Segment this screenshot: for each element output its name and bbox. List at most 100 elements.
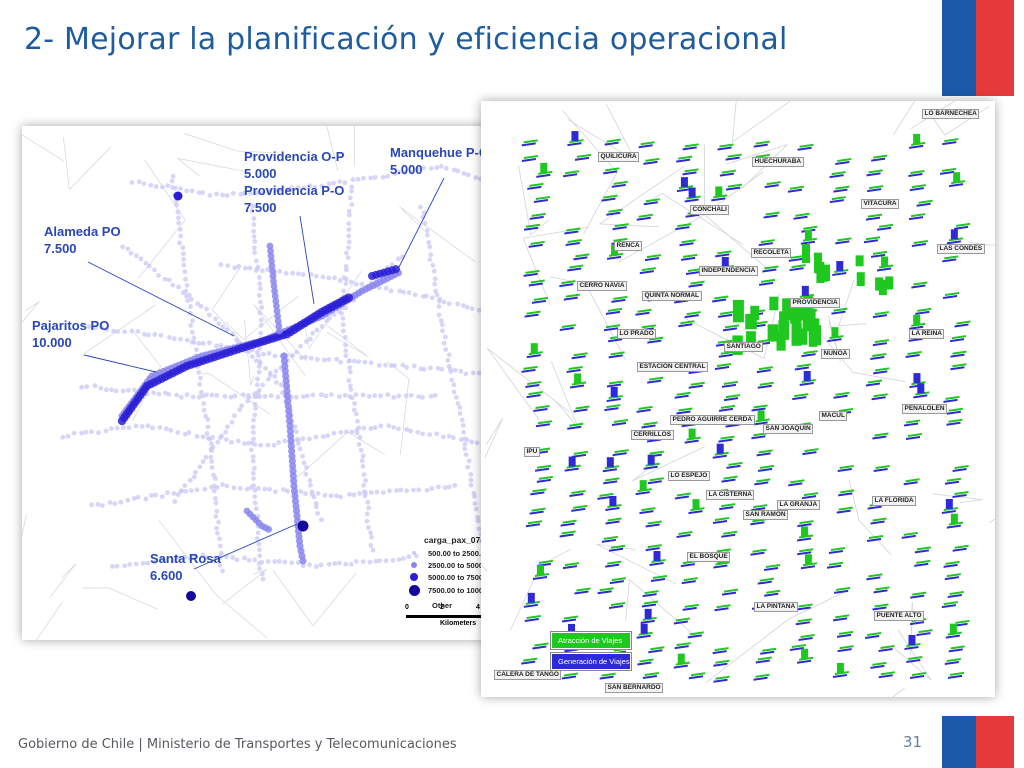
generation-bar — [763, 214, 778, 219]
load-point — [404, 364, 410, 370]
load-point — [225, 424, 230, 430]
annotation-pajaritos-value: 10.000 — [32, 335, 72, 350]
generation-bar — [945, 634, 960, 639]
load-point — [451, 435, 456, 441]
load-point — [158, 332, 164, 338]
providencia-corridor — [282, 293, 354, 339]
generation-bar — [722, 591, 737, 596]
load-point — [424, 232, 430, 238]
attraction-bar — [523, 154, 538, 159]
load-point — [446, 484, 452, 490]
trip-block — [804, 229, 812, 240]
load-point — [319, 517, 324, 523]
annotation-pajaritos: Pajaritos PO 10.000 — [32, 317, 109, 351]
trip-block — [721, 256, 729, 267]
load-point — [432, 281, 438, 287]
load-point — [408, 428, 413, 434]
generation-bar — [718, 407, 733, 412]
load-point — [423, 293, 429, 299]
load-point — [436, 312, 442, 318]
load-point — [353, 281, 359, 287]
load-point — [166, 277, 172, 283]
load-point — [367, 559, 373, 565]
attraction-bar — [649, 336, 664, 341]
load-point — [237, 485, 243, 491]
load-point — [308, 482, 313, 488]
load-point — [299, 557, 307, 565]
district-boundary — [184, 133, 272, 154]
load-point — [360, 392, 366, 398]
load-point — [322, 492, 328, 498]
load-legend-class-3: 5000.00 to 7500.00 — [428, 572, 494, 582]
generation-bar — [642, 593, 657, 598]
load-point — [416, 394, 422, 399]
load-point — [131, 387, 137, 393]
generation-bar — [944, 660, 959, 665]
attraction-bar — [683, 253, 698, 258]
attraction-bar — [523, 657, 538, 662]
load-point — [445, 357, 451, 363]
attraction-bar — [766, 563, 781, 568]
attraction-bar — [526, 614, 541, 619]
attraction-bar — [716, 604, 731, 609]
generation-bar — [681, 580, 696, 585]
generation-bar — [946, 240, 961, 245]
load-point — [298, 343, 303, 349]
generation-bar — [530, 491, 545, 496]
annotation-alameda-label: Alameda PO — [44, 224, 121, 239]
attraction-bar — [799, 534, 814, 539]
load-point — [152, 267, 157, 273]
trip-block — [769, 296, 779, 311]
generation-bar — [872, 435, 887, 440]
load-point — [239, 403, 245, 409]
attraction-bar — [872, 517, 887, 522]
load-point — [473, 506, 479, 512]
generation-bar — [601, 197, 616, 202]
load-point — [373, 558, 379, 564]
district-boundary — [324, 323, 369, 358]
trip-block — [571, 131, 579, 142]
attraction-bar — [652, 575, 667, 580]
load-point — [230, 190, 236, 196]
attraction-bar — [880, 671, 895, 676]
generation-bar — [944, 576, 959, 581]
load-point — [83, 429, 89, 435]
load-point — [258, 330, 264, 336]
load-point — [135, 494, 141, 500]
generation-bar — [642, 675, 657, 680]
generation-bar — [713, 662, 728, 667]
load-point — [234, 557, 240, 563]
attraction-bar — [689, 631, 704, 636]
load-point — [334, 493, 339, 499]
load-point — [396, 393, 402, 399]
generation-bar — [725, 186, 740, 191]
load-point — [337, 179, 343, 184]
load-point — [162, 276, 168, 282]
leader-santa-rosa — [193, 523, 298, 570]
generation-bar — [910, 675, 925, 680]
attraction-bar — [613, 295, 628, 300]
load-point — [207, 436, 213, 442]
generation-bar — [903, 481, 918, 486]
load-point — [383, 558, 389, 564]
load-point — [231, 413, 237, 419]
load-point — [188, 488, 194, 493]
generation-bar — [797, 659, 812, 664]
load-point — [176, 220, 181, 226]
attraction-bar — [837, 237, 852, 242]
load-point — [213, 316, 219, 322]
annotation-providencia-value2: 7.500 — [244, 200, 277, 215]
trip-block — [640, 623, 648, 634]
load-point — [446, 352, 452, 358]
generation-bar — [635, 311, 650, 316]
load-legend-row: 5000.00 to 7500.00 — [406, 571, 524, 583]
generation-bar — [873, 589, 888, 594]
generation-bar — [797, 523, 812, 528]
load-point — [273, 489, 278, 495]
load-point — [250, 454, 256, 460]
generation-bar — [636, 216, 651, 221]
attraction-bar — [613, 237, 628, 242]
generation-bar — [750, 521, 765, 526]
load-point — [357, 435, 363, 440]
attraction-bar — [757, 656, 772, 661]
